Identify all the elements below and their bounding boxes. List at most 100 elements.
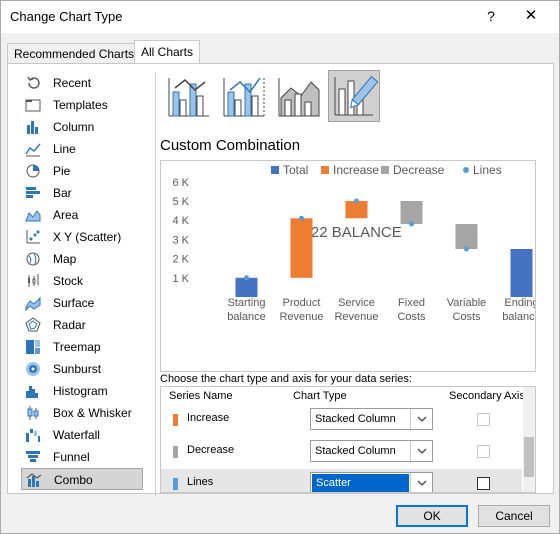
series-name: Decrease [187,444,235,456]
sidebar-item-stock[interactable]: Stock [21,270,143,292]
legend-label-total: Total [283,163,308,177]
sidebar-item-map[interactable]: Map [21,248,143,270]
x-tick-label: Product [283,297,321,309]
title-bar: Change Chart Type ? ✕ [1,1,559,33]
bar-total [510,249,533,297]
custom-combination-icon [334,75,379,116]
chart-type-value: Stacked Column [315,445,396,457]
x-tick-label: Variable [447,297,487,309]
tab-all-charts[interactable]: All Charts [134,40,201,64]
sidebar-item-line[interactable]: Line [21,138,143,160]
legend-label-increase: Increase [333,163,379,177]
sidebar-item-label: Recent [53,76,92,90]
sidebar-item-treemap[interactable]: Treemap [21,336,143,358]
stock-chart-icon [28,274,39,287]
series-name: Increase [187,412,230,424]
legend-swatch-decrease [381,166,389,174]
x-tick-label: Starting [228,297,266,309]
sidebar-item-funnel[interactable]: Funnel [21,446,143,468]
chevron-down-icon[interactable] [410,409,432,429]
tab-recommended-charts[interactable]: Recommended Charts [7,43,142,63]
sidebar-item-templates[interactable]: Templates [21,94,143,116]
recent-icon [27,76,40,89]
chevron-down-icon[interactable] [410,473,432,492]
stacked-area-clustered-column-option[interactable] [273,70,325,122]
chart-type-select[interactable]: Stacked Column [310,440,433,462]
series-row-decrease[interactable]: Decrease Stacked Column [161,437,522,465]
scatter-point [354,198,359,204]
chevron-down-icon[interactable] [410,441,432,461]
sidebar-item-sunburst[interactable]: Sunburst [21,358,143,380]
help-button[interactable]: ? [487,8,495,24]
y-tick-label: 1 K [172,273,189,285]
column-chart-icon [27,121,38,134]
sidebar-item-label: Combo [54,473,93,487]
legend-swatch-increase [321,166,329,174]
chart-type-select[interactable]: Stacked Column [310,408,433,430]
pie-chart-icon [26,164,40,178]
bar-increase [290,218,313,278]
sidebar-item-recent[interactable]: Recent [21,72,143,94]
map-chart-icon [26,252,40,266]
sidebar-item-x-y-scatter[interactable]: X Y (Scatter) [21,226,143,248]
sidebar-item-bar[interactable]: Bar [21,182,143,204]
x-tick-label: Revenue [334,311,378,323]
sidebar-item-column[interactable]: Column [21,116,143,138]
secondary-axis-checkbox[interactable] [477,413,490,426]
secondary-axis-checkbox[interactable] [477,445,490,458]
sidebar-item-surface[interactable]: Surface [21,292,143,314]
sidebar-item-label: Funnel [53,450,90,464]
sidebar-item-pie[interactable]: Pie [21,160,143,182]
scatter-point [464,246,469,252]
bar-increase [345,201,368,219]
sidebar-item-label: Map [53,252,77,266]
sidebar-item-radar[interactable]: Radar [21,314,143,336]
clustered-column-line-option[interactable] [163,70,215,122]
series-row-increase[interactable]: Increase Stacked Column [161,405,522,433]
sidebar-item-label: Stock [53,274,84,288]
sidebar-item-box-whisker[interactable]: Box & Whisker [21,402,143,424]
series-color-swatch [173,446,178,458]
legend-marker-lines [463,167,469,173]
legend-swatch-total [271,166,279,174]
close-button[interactable]: ✕ [524,7,538,24]
sunburst-chart-icon [26,362,40,376]
sidebar-item-combo[interactable]: Combo [21,468,143,490]
sidebar-item-waterfall[interactable]: Waterfall [21,424,143,446]
clustered-column-line-secondary-option[interactable] [218,70,270,122]
custom-combination-option[interactable] [328,70,380,122]
x-tick-label: Revenue [279,311,323,323]
sidebar-item-histogram[interactable]: Histogram [21,380,143,402]
bar-total [235,277,258,297]
sidebar-item-label: Column [53,120,95,134]
chart-preview-svg: 2022 BALANCE Total Increase Decrease Lines 1 … [172,163,540,323]
surface-chart-icon [25,296,41,311]
series-table: Series Name Chart Type Secondary Axis In… [160,386,536,493]
radar-chart-icon [25,317,41,332]
clustered-column-line-secondary-axis-icon [223,77,265,117]
sidebar-item-label: Histogram [53,384,108,398]
series-color-swatch [173,414,178,426]
header-secondary-axis: Secondary Axis [449,390,525,402]
series-instructions: Choose the chart type and axis for your … [160,373,412,385]
scrollbar-thumb[interactable] [524,437,534,477]
header-chart-type: Chart Type [293,390,347,402]
y-tick-label: 5 K [172,196,189,208]
x-tick-label: Ending [504,297,535,309]
x-tick-label: balance [502,311,535,323]
sidebar-item-label: Sunburst [53,362,102,376]
x-tick-label: Fixed [398,297,425,309]
stacked-area-clustered-column-icon [278,78,320,117]
x-tick-label: Service [338,297,375,309]
y-tick-label: 2 K [172,254,189,266]
series-scrollbar[interactable] [523,387,535,492]
chart-type-select[interactable]: Scatter [310,472,433,492]
ok-button[interactable]: OK [396,505,468,527]
y-tick-label: 3 K [172,234,189,246]
secondary-axis-checkbox[interactable] [477,477,490,490]
cancel-button[interactable]: Cancel [478,505,550,527]
x-tick-label: balance [227,311,266,323]
series-row-lines[interactable]: Lines Scatter [161,469,522,492]
histogram-chart-icon [26,386,38,398]
sidebar-item-area[interactable]: Area [21,204,143,226]
